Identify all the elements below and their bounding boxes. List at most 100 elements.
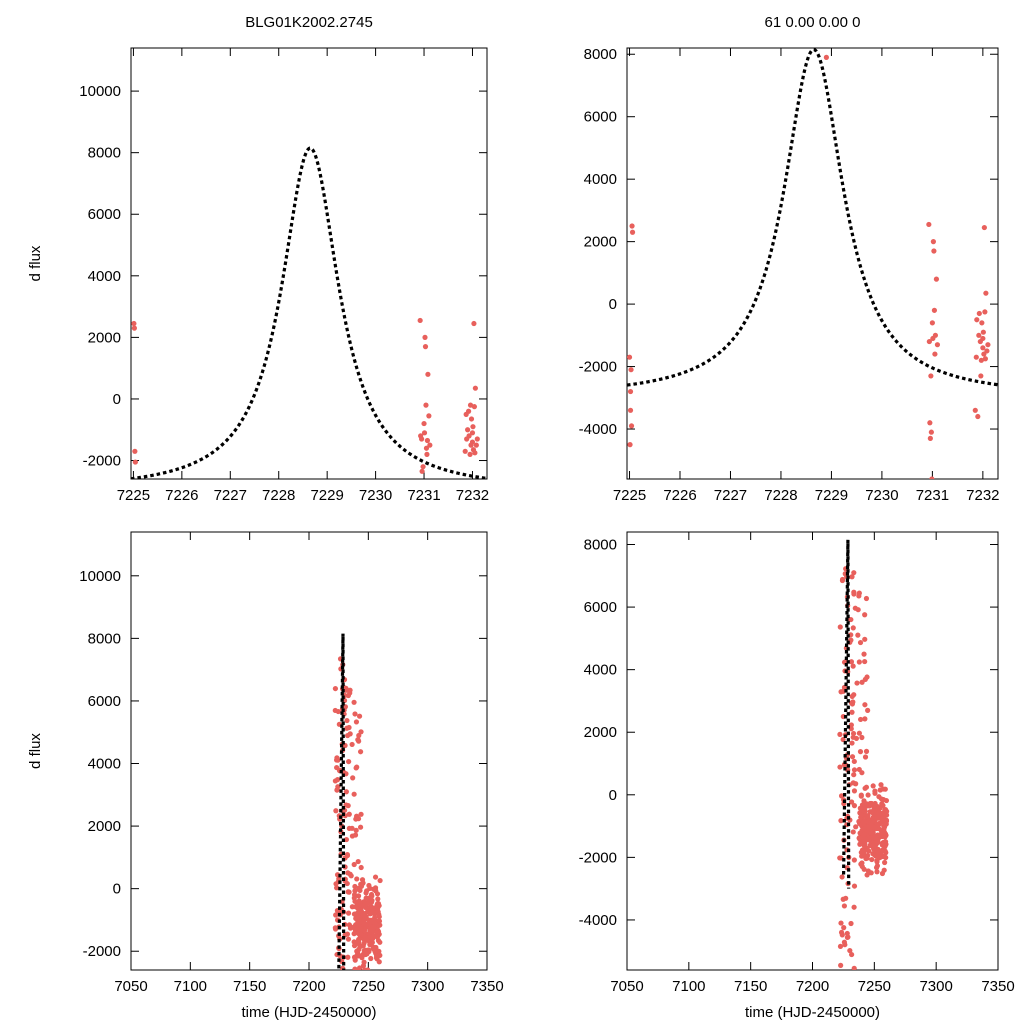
data-point bbox=[360, 963, 367, 969]
data-point bbox=[627, 442, 633, 448]
data-point bbox=[346, 825, 352, 832]
data-point bbox=[376, 902, 382, 908]
data-point bbox=[928, 429, 934, 435]
data-point bbox=[880, 813, 886, 819]
data-point bbox=[874, 813, 881, 820]
data-point bbox=[355, 858, 361, 865]
data-point bbox=[377, 939, 383, 945]
data-point bbox=[841, 903, 847, 909]
model-curve bbox=[337, 633, 346, 970]
data-point bbox=[333, 912, 339, 918]
data-point bbox=[865, 819, 871, 825]
x-tick-label: 7050 bbox=[610, 978, 643, 995]
data-point bbox=[348, 924, 354, 930]
data-point bbox=[357, 749, 364, 755]
x-tick-label: 7230 bbox=[359, 487, 392, 504]
data-point bbox=[334, 787, 340, 793]
data-point bbox=[351, 791, 357, 797]
data-point bbox=[878, 782, 884, 788]
data-point bbox=[352, 883, 358, 890]
x-tick-label: 7150 bbox=[734, 978, 767, 995]
data-point bbox=[355, 921, 361, 927]
plot-frame bbox=[626, 531, 999, 971]
data-point bbox=[848, 700, 855, 706]
y-tick-label: -2000 bbox=[83, 453, 121, 470]
data-point bbox=[863, 748, 870, 754]
data-point bbox=[346, 724, 352, 731]
data-point bbox=[356, 713, 363, 719]
y-tick-label: 6000 bbox=[88, 206, 121, 223]
data-point bbox=[627, 407, 634, 413]
data-point bbox=[843, 895, 849, 901]
data-points bbox=[131, 317, 480, 474]
data-point bbox=[334, 885, 340, 891]
x-tick-label: 7227 bbox=[214, 487, 247, 504]
data-point bbox=[353, 827, 359, 833]
data-point bbox=[365, 967, 371, 970]
data-point bbox=[978, 357, 984, 363]
data-point bbox=[862, 636, 868, 642]
data-point bbox=[870, 783, 876, 789]
data-point bbox=[353, 765, 359, 771]
data-point bbox=[974, 317, 980, 323]
data-point bbox=[466, 433, 472, 439]
data-point bbox=[351, 954, 358, 960]
data-point bbox=[932, 351, 938, 357]
x-tick-label: 7229 bbox=[815, 487, 848, 504]
data-point bbox=[984, 348, 990, 354]
data-point bbox=[882, 854, 888, 860]
data-point bbox=[839, 576, 846, 583]
data-point bbox=[349, 833, 355, 839]
data-point bbox=[344, 880, 350, 887]
data-point bbox=[132, 459, 138, 465]
data-point bbox=[854, 680, 860, 686]
data-point bbox=[848, 920, 854, 927]
data-point bbox=[353, 719, 360, 725]
data-point bbox=[928, 373, 934, 379]
data-point bbox=[849, 693, 855, 699]
data-point bbox=[879, 801, 885, 807]
data-point bbox=[859, 770, 865, 776]
data-point bbox=[851, 788, 858, 794]
data-point bbox=[863, 595, 870, 602]
data-point bbox=[871, 816, 877, 823]
data-point bbox=[862, 612, 868, 618]
y-tick-label: 2000 bbox=[584, 234, 617, 251]
panel-top-left: 7225 7226 7227 7228 7229 7230 7231 7232 -2000 0 20… bbox=[27, 14, 489, 504]
data-point bbox=[355, 737, 361, 743]
data-point bbox=[376, 911, 382, 918]
x-tick-label: 7250 bbox=[352, 978, 385, 995]
x-tick-label: 7232 bbox=[966, 487, 999, 504]
data-point bbox=[345, 910, 352, 916]
data-point bbox=[372, 914, 378, 921]
data-point bbox=[424, 437, 431, 444]
data-point bbox=[333, 881, 339, 887]
y-tick-label: 2000 bbox=[88, 818, 121, 835]
data-point bbox=[857, 749, 864, 755]
data-point bbox=[927, 435, 933, 441]
data-point bbox=[861, 843, 868, 849]
data-point bbox=[982, 356, 988, 362]
data-point bbox=[852, 605, 858, 611]
data-point bbox=[841, 925, 847, 931]
data-point bbox=[364, 909, 371, 915]
data-point bbox=[934, 342, 941, 348]
data-point bbox=[376, 918, 383, 924]
x-tick-label: 7250 bbox=[858, 978, 891, 995]
data-point bbox=[851, 772, 857, 778]
data-point bbox=[871, 805, 877, 811]
data-point bbox=[365, 900, 371, 907]
data-point bbox=[465, 408, 472, 414]
data-point bbox=[844, 934, 851, 941]
y-tick-label: 8000 bbox=[88, 145, 121, 162]
data-point bbox=[470, 424, 476, 430]
data-points bbox=[837, 566, 890, 970]
data-point bbox=[360, 943, 366, 949]
data-point bbox=[862, 716, 868, 722]
data-point bbox=[357, 901, 363, 908]
x-axis-label: time (HJD-2450000) bbox=[745, 1004, 880, 1021]
data-point bbox=[881, 829, 887, 835]
data-point bbox=[840, 736, 846, 743]
data-point bbox=[629, 229, 636, 235]
